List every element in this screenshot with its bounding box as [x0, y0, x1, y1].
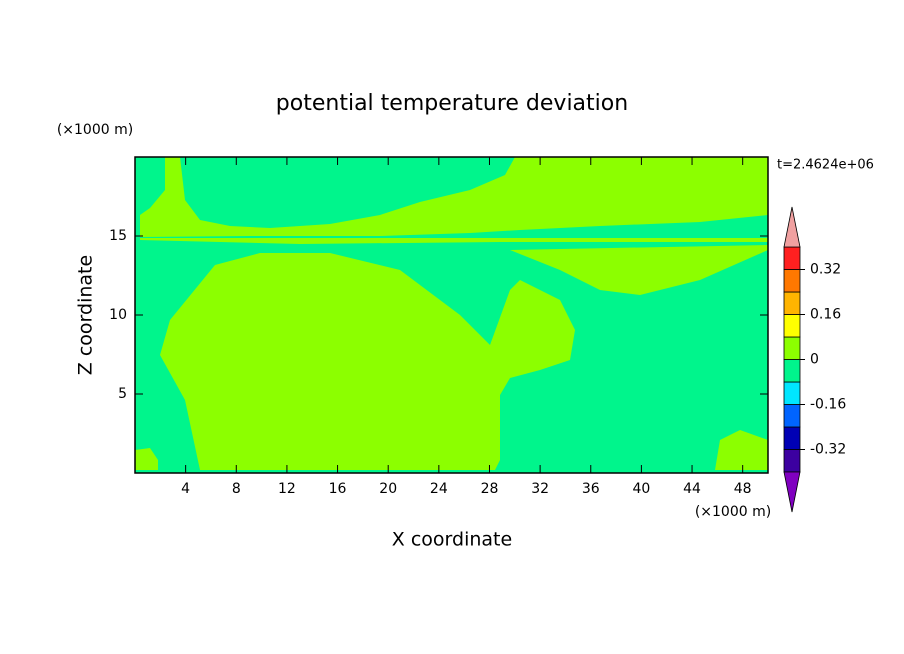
x-unit: (×1000 m)	[695, 504, 771, 520]
y-tick-label: 15	[109, 228, 127, 244]
colorbar-tick-label: 0.32	[810, 262, 841, 278]
colorbar-tick-label: -0.32	[810, 442, 846, 458]
x-tick-label: 36	[582, 481, 600, 497]
colorbar-band	[783, 449, 801, 473]
colorbar-band	[783, 404, 801, 428]
x-tick-label: 28	[481, 481, 499, 497]
y-unit: (×1000 m)	[57, 122, 133, 138]
y-tick-label: 5	[118, 386, 127, 402]
contour-fill	[510, 245, 768, 295]
colorbar-tick-label: 0.16	[810, 307, 841, 323]
colorbar-tick-label: 0	[810, 352, 819, 368]
x-tick-label: 8	[232, 481, 241, 497]
colorbar-tick-label: -0.16	[810, 397, 846, 413]
x-tick-label: 40	[632, 481, 650, 497]
contour-fill	[160, 253, 575, 470]
y-tick-label: 10	[109, 307, 127, 323]
x-tick-label: 20	[379, 481, 397, 497]
x-tick-label: 24	[430, 481, 448, 497]
contour-fill	[180, 157, 515, 228]
contour-fill	[140, 238, 768, 244]
x-tick-label: 4	[181, 481, 190, 497]
x-tick-label: 44	[683, 481, 701, 497]
colorbar-band	[783, 246, 801, 270]
x-tick-label: 48	[734, 481, 752, 497]
x-tick-label: 32	[531, 481, 549, 497]
colorbar-band	[783, 269, 801, 293]
colorbar-band	[783, 359, 801, 383]
colorbar-band	[783, 336, 801, 360]
colorbar-band	[783, 381, 801, 405]
chart-title: potential temperature deviation	[276, 91, 628, 116]
x-axis-label: X coordinate	[392, 529, 512, 551]
colorbar-over	[783, 206, 801, 248]
contour-fill	[715, 430, 768, 470]
colorbar-band	[783, 314, 801, 338]
colorbar-under	[783, 471, 801, 513]
x-tick-label: 12	[278, 481, 296, 497]
contour-field	[135, 157, 768, 473]
y-axis-label: Z coordinate	[75, 255, 97, 375]
x-tick-label: 16	[329, 481, 347, 497]
colorbar-band	[783, 291, 801, 315]
time-annotation: t=2.4624e+06	[777, 158, 874, 173]
colorbar-band	[783, 426, 801, 450]
contour-fill	[135, 448, 158, 470]
